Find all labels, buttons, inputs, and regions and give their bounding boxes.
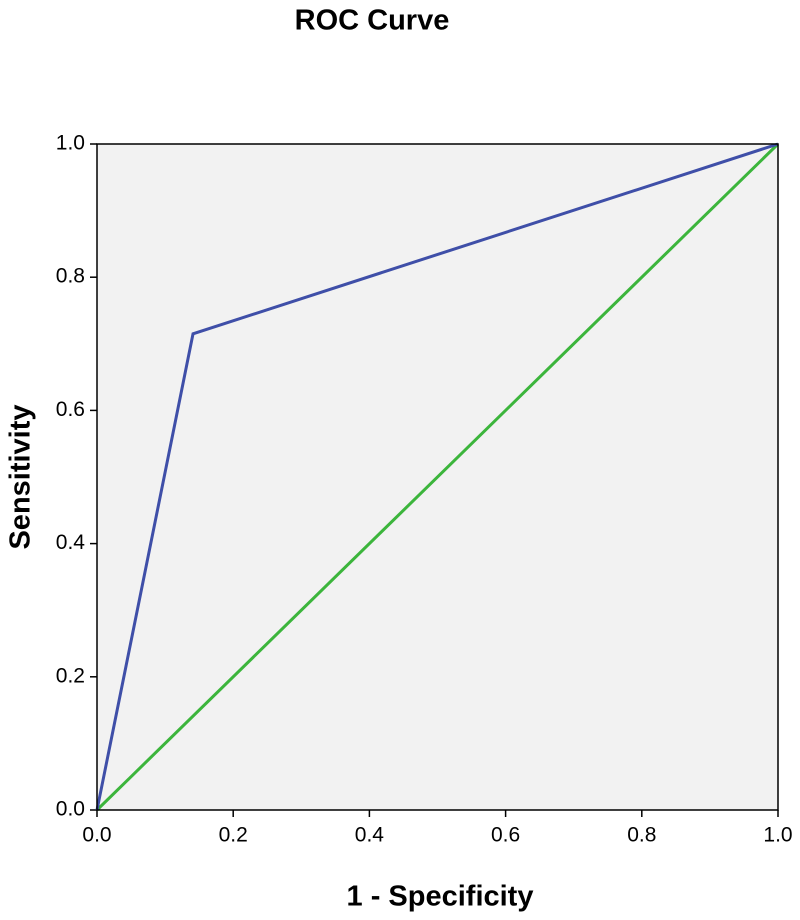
line	[95, 142, 780, 812]
x-axis-label: 1 - Specificity	[347, 881, 534, 913]
y-tick-label: 0.8	[56, 265, 85, 288]
x-tick-label: 0.4	[355, 824, 385, 847]
x-tick-label: 1.0	[763, 824, 792, 847]
x-tick-label: 0.0	[82, 824, 111, 847]
y-axis-label: Sensitivity	[5, 404, 37, 549]
x-tick-label: 0.8	[627, 824, 656, 847]
chart-title: ROC Curve	[295, 5, 450, 37]
y-tick-label: 0.6	[56, 398, 85, 421]
plot-border	[96, 143, 779, 811]
y-tick-label: 1.0	[56, 132, 85, 155]
x-tick-label: 0.6	[491, 824, 520, 847]
y-tick-label: 0.4	[56, 531, 86, 554]
y-tick-label: 0.0	[56, 798, 85, 821]
x-tick-label: 0.2	[219, 824, 248, 847]
y-tick-label: 0.2	[56, 664, 85, 687]
line	[95, 142, 779, 811]
